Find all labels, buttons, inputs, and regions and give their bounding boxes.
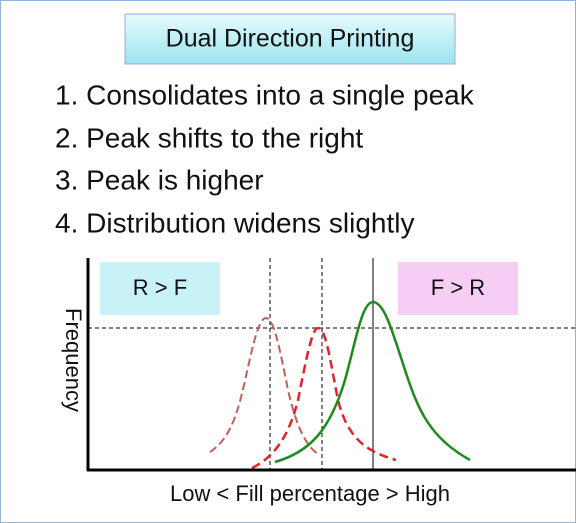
point: 3. Peak is higher (55, 164, 264, 195)
x-axis-label: Low < Fill percentage > High (170, 481, 450, 506)
y-axis-label: Frequency (61, 308, 86, 412)
guides (88, 258, 576, 470)
point: 2. Peak shifts to the right (55, 122, 363, 153)
point-list: 1. Consolidates into a single peak 2. Pe… (55, 79, 475, 238)
title-box (124, 13, 456, 65)
title: Dual Direction Printing (166, 25, 415, 53)
axes (86, 258, 576, 472)
right-box (398, 262, 518, 315)
right-box-label: F > R (431, 275, 485, 300)
point: 1. Consolidates into a single peak (55, 79, 475, 110)
point: 4. Distribution widens slightly (55, 207, 415, 238)
left-box-label: R > F (133, 275, 187, 300)
curve-dual (274, 300, 471, 464)
curve-f-r (251, 326, 397, 470)
left-box (100, 262, 220, 315)
curve-r-f (209, 316, 321, 456)
